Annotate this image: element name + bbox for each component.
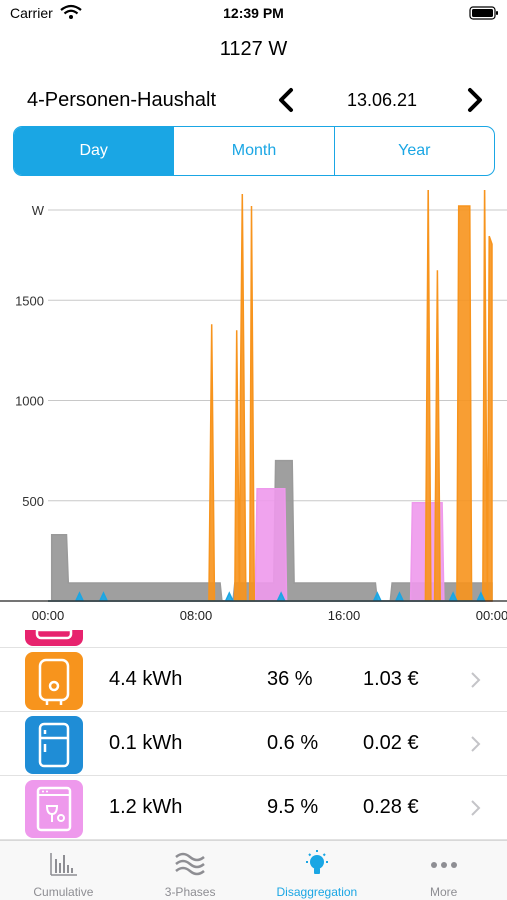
energy-value: 1.2 kWh [109, 796, 183, 818]
appliance-row[interactable] [0, 630, 507, 648]
wifi-icon [60, 4, 82, 19]
y-tick-label: 1000 [15, 394, 44, 409]
segment-year[interactable]: Year [333, 127, 494, 175]
waves-icon [175, 852, 205, 876]
y-tick-label: W [32, 203, 45, 218]
energy-value: 4.4 kWh [109, 668, 183, 690]
power-chart: 500 1000 1500 W 00:00 08:00 16:00 00:00 [0, 190, 507, 623]
appliance-row[interactable]: 0.1 kWh 0.6 % 0.02 € [0, 712, 507, 776]
tab-disaggregation[interactable]: Disaggregation [254, 841, 381, 900]
fridge-icon [25, 716, 83, 774]
appliance-row[interactable]: 1.2 kWh 9.5 % 0.28 € [0, 776, 507, 840]
tab-label: Disaggregation [276, 885, 358, 899]
x-tick-label: 00:00 [32, 608, 65, 623]
water-heater-icon [25, 652, 83, 710]
date-label: 13.06.21 [346, 90, 418, 110]
x-tick-label: 08:00 [180, 608, 213, 623]
appliance-row[interactable]: 4.4 kWh 36 % 1.03 € [0, 648, 507, 712]
appliance-list: 4.4 kWh 36 % 1.03 € 0.1 kWh 0.6 % 0.02 €… [0, 630, 507, 840]
series-area-2 [48, 190, 493, 602]
tab-label: 3-Phases [164, 885, 216, 899]
chevron-right-icon [471, 736, 481, 752]
cost-value: 0.28 € [363, 796, 419, 818]
chevron-right-icon [471, 672, 481, 688]
current-power-reading: 1127 W [219, 38, 288, 60]
tab-label: Cumulative [33, 885, 94, 899]
x-tick-label: 16:00 [328, 608, 361, 623]
bar-chart-icon [50, 853, 78, 876]
more-dots-icon [430, 862, 457, 868]
y-tick-label: 1500 [15, 293, 44, 308]
share-percent: 0.6 % [267, 732, 319, 754]
x-tick-label: 00:00 [476, 608, 507, 623]
lightbulb-icon [305, 850, 328, 874]
washing-machine-icon [25, 630, 83, 646]
carrier-label: Carrier [10, 5, 53, 21]
share-percent: 9.5 % [267, 796, 319, 818]
segment-month[interactable]: Month [173, 127, 333, 175]
y-tick-label: 500 [22, 494, 44, 509]
tab-cumulative[interactable]: Cumulative [0, 841, 127, 900]
tab-label: More [429, 885, 458, 899]
chevron-right-icon [471, 800, 481, 816]
status-bar: Carrier 12:39 PM [0, 0, 507, 28]
share-percent: 36 % [267, 668, 313, 690]
cost-value: 0.02 € [363, 732, 419, 754]
segment-day[interactable]: Day [14, 127, 174, 175]
cost-value: 1.03 € [363, 668, 419, 690]
tab-3-phases[interactable]: 3-Phases [127, 841, 254, 900]
energy-value: 0.1 kWh [109, 732, 183, 754]
chevron-left-icon[interactable] [274, 86, 298, 114]
battery-icon [469, 6, 498, 20]
household-selector[interactable]: 4-Personen-Haushalt [27, 89, 216, 111]
chevron-right-icon[interactable] [463, 86, 487, 114]
dishwasher-icon [25, 780, 83, 838]
tab-bar: Cumulative 3-Phases Disaggregation More [0, 840, 507, 900]
period-segmented-control: Day Month Year [13, 126, 495, 176]
tab-more[interactable]: More [380, 841, 507, 900]
status-time: 12:39 PM [223, 5, 284, 21]
